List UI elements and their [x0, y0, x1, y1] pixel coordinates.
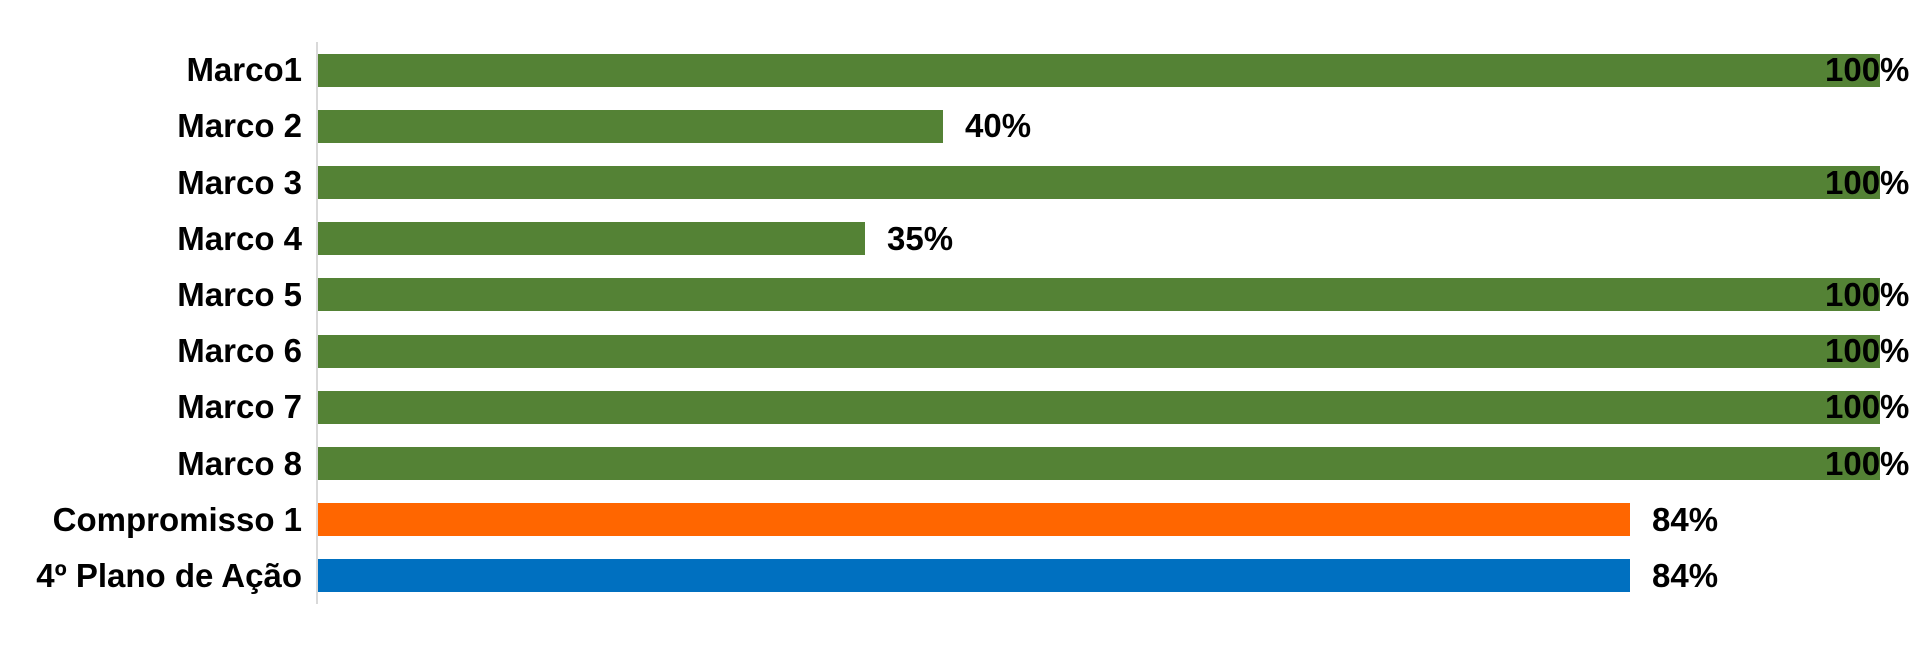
category-label: Marco 6	[177, 332, 302, 370]
bar-row: Marco1 100%	[0, 51, 1920, 89]
value-label: 84%	[1652, 500, 1719, 538]
bar	[318, 166, 1880, 199]
value-label: 100%	[1825, 388, 1910, 426]
bar	[318, 334, 1880, 368]
category-label: Marco 4	[177, 219, 302, 257]
category-label: 4º Plano de Ação	[36, 556, 302, 594]
category-label: Marco 2	[177, 107, 302, 145]
bar	[318, 447, 1880, 480]
category-label: Marco 7	[177, 388, 302, 426]
value-label: 84%	[1652, 556, 1719, 594]
bar-row: Marco 2 40%	[0, 107, 1920, 145]
value-label: 100%	[1825, 275, 1910, 313]
bar	[318, 559, 1630, 593]
bar	[318, 53, 1880, 87]
category-label: Marco 8	[177, 444, 302, 482]
bar-row: Marco 7 100%	[0, 388, 1920, 426]
value-label: 35%	[887, 219, 954, 257]
category-label: Compromisso 1	[52, 500, 302, 538]
category-label: Marco1	[186, 51, 302, 89]
value-label: 40%	[965, 107, 1032, 145]
bar-row: Marco 5 100%	[0, 275, 1920, 313]
value-label: 100%	[1825, 163, 1910, 201]
bar-row: Marco 4 35%	[0, 219, 1920, 257]
bar-row: Marco 3 100%	[0, 163, 1920, 201]
category-label: Marco 5	[177, 275, 302, 313]
bar-row: Marco 8 100%	[0, 444, 1920, 482]
bar-row: Marco 6 100%	[0, 332, 1920, 370]
category-label: Marco 3	[177, 163, 302, 201]
bar	[318, 390, 1880, 424]
bar	[318, 278, 1880, 312]
bar-row: 4º Plano de Ação 84%	[0, 556, 1920, 594]
value-label: 100%	[1825, 444, 1910, 482]
value-label: 100%	[1825, 332, 1910, 370]
bar	[318, 503, 1630, 537]
bar	[318, 109, 943, 143]
bar	[318, 222, 865, 256]
y-axis-line	[316, 42, 318, 604]
bar-row: Compromisso 1 84%	[0, 500, 1920, 538]
value-label: 100%	[1825, 51, 1910, 89]
